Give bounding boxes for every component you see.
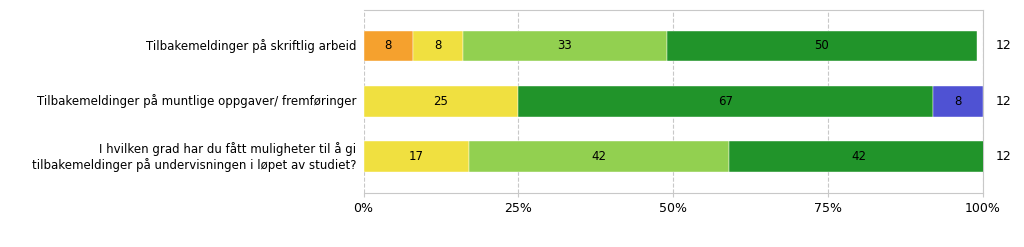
Bar	[469, 142, 729, 172]
Bar	[364, 31, 413, 61]
Text: 8: 8	[954, 95, 962, 108]
Text: 25: 25	[433, 95, 449, 108]
Bar	[667, 31, 977, 61]
Text: 33: 33	[557, 39, 572, 52]
Bar	[364, 86, 518, 117]
Bar	[364, 142, 469, 172]
Bar	[413, 31, 463, 61]
Text: 42: 42	[852, 150, 866, 163]
Text: 8: 8	[434, 39, 441, 52]
Text: 17: 17	[409, 150, 424, 163]
Bar	[934, 86, 983, 117]
Text: 12: 12	[995, 150, 1011, 163]
Text: 42: 42	[592, 150, 606, 163]
Text: 67: 67	[719, 95, 733, 108]
Bar	[463, 31, 667, 61]
Text: 8: 8	[385, 39, 392, 52]
Text: 12: 12	[995, 95, 1011, 108]
Text: 12: 12	[995, 39, 1011, 52]
Bar	[518, 86, 934, 117]
Bar	[729, 142, 989, 172]
Text: 50: 50	[814, 39, 829, 52]
